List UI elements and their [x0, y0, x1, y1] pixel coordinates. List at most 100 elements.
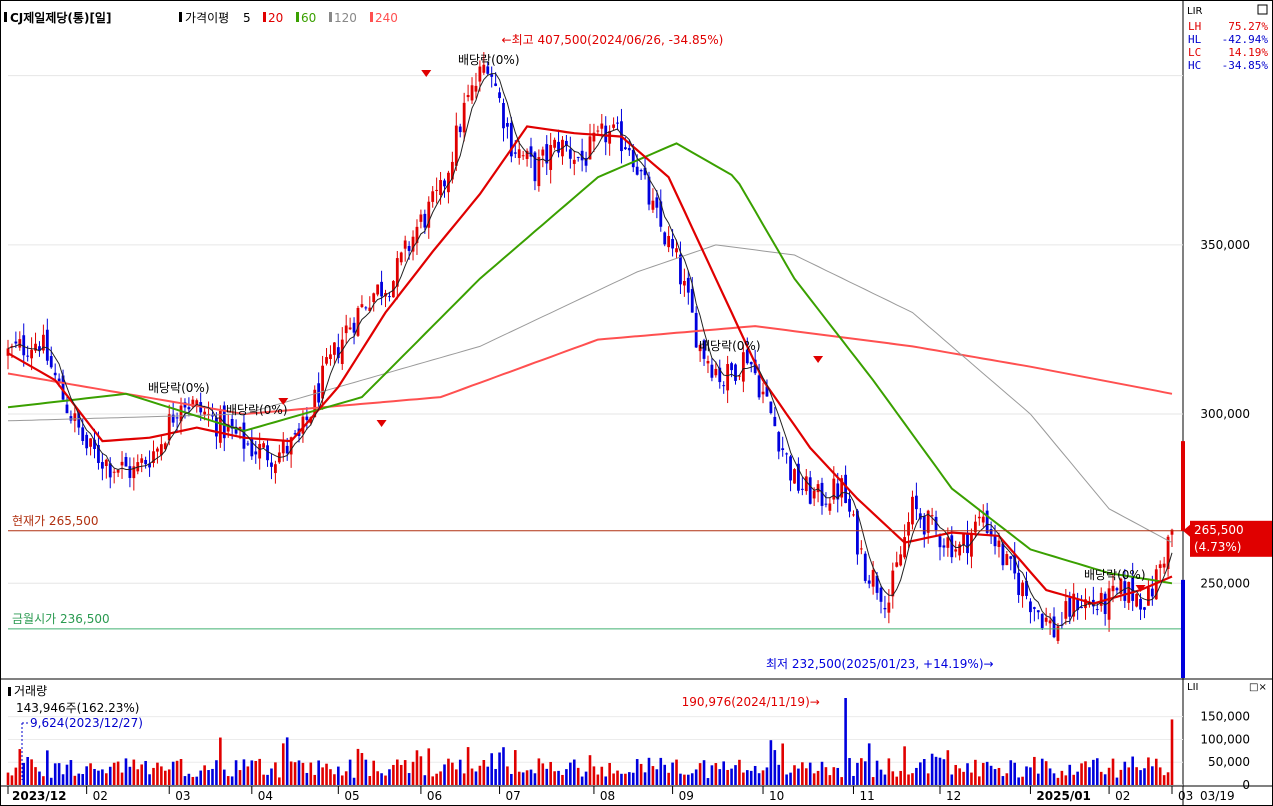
volume-bar	[863, 761, 867, 785]
volume-bar	[789, 772, 792, 785]
x-axis-label: 09	[679, 789, 694, 803]
dividend-arrow	[813, 356, 824, 363]
volume-bar	[136, 769, 140, 785]
candle-body	[203, 411, 207, 415]
candle-body	[541, 149, 545, 156]
volume-bar	[344, 771, 348, 785]
volume-bar	[352, 777, 356, 785]
volume-bar	[490, 753, 493, 785]
volume-bar	[938, 757, 942, 785]
volume-bar	[171, 761, 175, 785]
volume-bar	[474, 771, 478, 785]
candle-body	[533, 152, 537, 182]
volume-bar	[836, 767, 840, 785]
candle-body	[140, 458, 144, 463]
candle-body	[81, 427, 85, 442]
volume-bar	[1131, 756, 1134, 785]
candle-body	[616, 122, 619, 124]
current-price-pointer	[1183, 524, 1190, 537]
candle-body	[513, 152, 517, 154]
volume-bar	[687, 774, 690, 785]
volume-bar	[443, 764, 446, 785]
volume-bar	[85, 766, 88, 785]
candle-body	[226, 424, 230, 432]
volume-bar	[1147, 757, 1150, 785]
candle-body	[478, 66, 482, 82]
stat-value: -42.94%	[1222, 33, 1269, 46]
volume-bar	[978, 776, 981, 785]
candle-body	[1017, 572, 1021, 595]
candle-body	[1040, 613, 1044, 629]
candle-body	[289, 437, 293, 455]
volume-bar	[132, 759, 136, 785]
volume-bar	[333, 774, 336, 785]
candle-body	[218, 410, 222, 443]
volume-bar	[447, 758, 450, 785]
candle-body	[447, 172, 450, 193]
candle-body	[482, 64, 486, 73]
candle-body	[769, 401, 773, 414]
volume-bar	[458, 759, 462, 785]
candle-body	[419, 214, 423, 222]
volume-bar	[167, 769, 171, 785]
candle-body	[336, 347, 340, 358]
candle-body	[348, 327, 352, 330]
candle-body	[926, 510, 930, 533]
candlesticks	[6, 52, 1174, 644]
current-price-badge	[1190, 520, 1272, 557]
ma-legend-item: 120	[334, 11, 357, 25]
volume-bar	[989, 765, 993, 785]
volume-tick-label: 50,000	[1208, 755, 1250, 769]
x-axis-label: 10	[769, 789, 784, 803]
volume-bar	[191, 776, 195, 785]
stat-value: 14.19%	[1228, 46, 1268, 59]
volume-bar	[502, 747, 505, 785]
candle-body	[836, 483, 840, 500]
candle-body	[671, 239, 674, 249]
volume-bar	[926, 773, 930, 785]
candle-body	[285, 445, 289, 454]
candle-body	[41, 334, 45, 351]
candle-body	[108, 463, 112, 478]
candle-body	[53, 372, 57, 376]
volume-bar	[580, 776, 584, 785]
volume-bar	[183, 776, 187, 785]
volume-bar	[97, 770, 100, 785]
candle-body	[1013, 554, 1017, 574]
volume-bar	[234, 760, 238, 785]
candle-body	[895, 562, 899, 567]
volume-bar	[962, 771, 965, 785]
candle-body	[1111, 585, 1115, 592]
date-box: 03/19	[1200, 789, 1235, 803]
candle-body	[262, 443, 266, 448]
volume-bar	[549, 761, 552, 785]
ma120-line	[7, 244, 1173, 544]
volume-bar	[675, 759, 678, 785]
volume-bar	[651, 766, 655, 785]
volume-bar	[793, 765, 796, 785]
dividend-label: 배당락(0%)	[148, 381, 210, 395]
candle-body	[6, 348, 10, 356]
candle-body	[682, 280, 686, 286]
volume-bar	[321, 767, 324, 785]
volume-bar	[376, 771, 379, 785]
maximize-icon[interactable]	[1257, 4, 1268, 15]
candle-body	[104, 459, 108, 466]
volume-pane-controls: □×	[1249, 682, 1267, 693]
candle-body	[38, 346, 41, 351]
volume-bar	[643, 772, 647, 785]
candle-body	[391, 281, 395, 298]
candle-body	[183, 402, 187, 408]
volume-bar	[486, 766, 490, 785]
volume-bar	[301, 762, 305, 785]
volume-bar	[706, 778, 710, 785]
candle-body	[211, 415, 214, 417]
volume-bar	[1092, 759, 1095, 785]
volume-bar	[356, 748, 360, 785]
candle-body	[789, 456, 792, 481]
candle-body	[631, 149, 635, 168]
volume-bar	[207, 770, 210, 785]
volume-bar	[466, 747, 470, 785]
volume-bar	[163, 770, 167, 785]
